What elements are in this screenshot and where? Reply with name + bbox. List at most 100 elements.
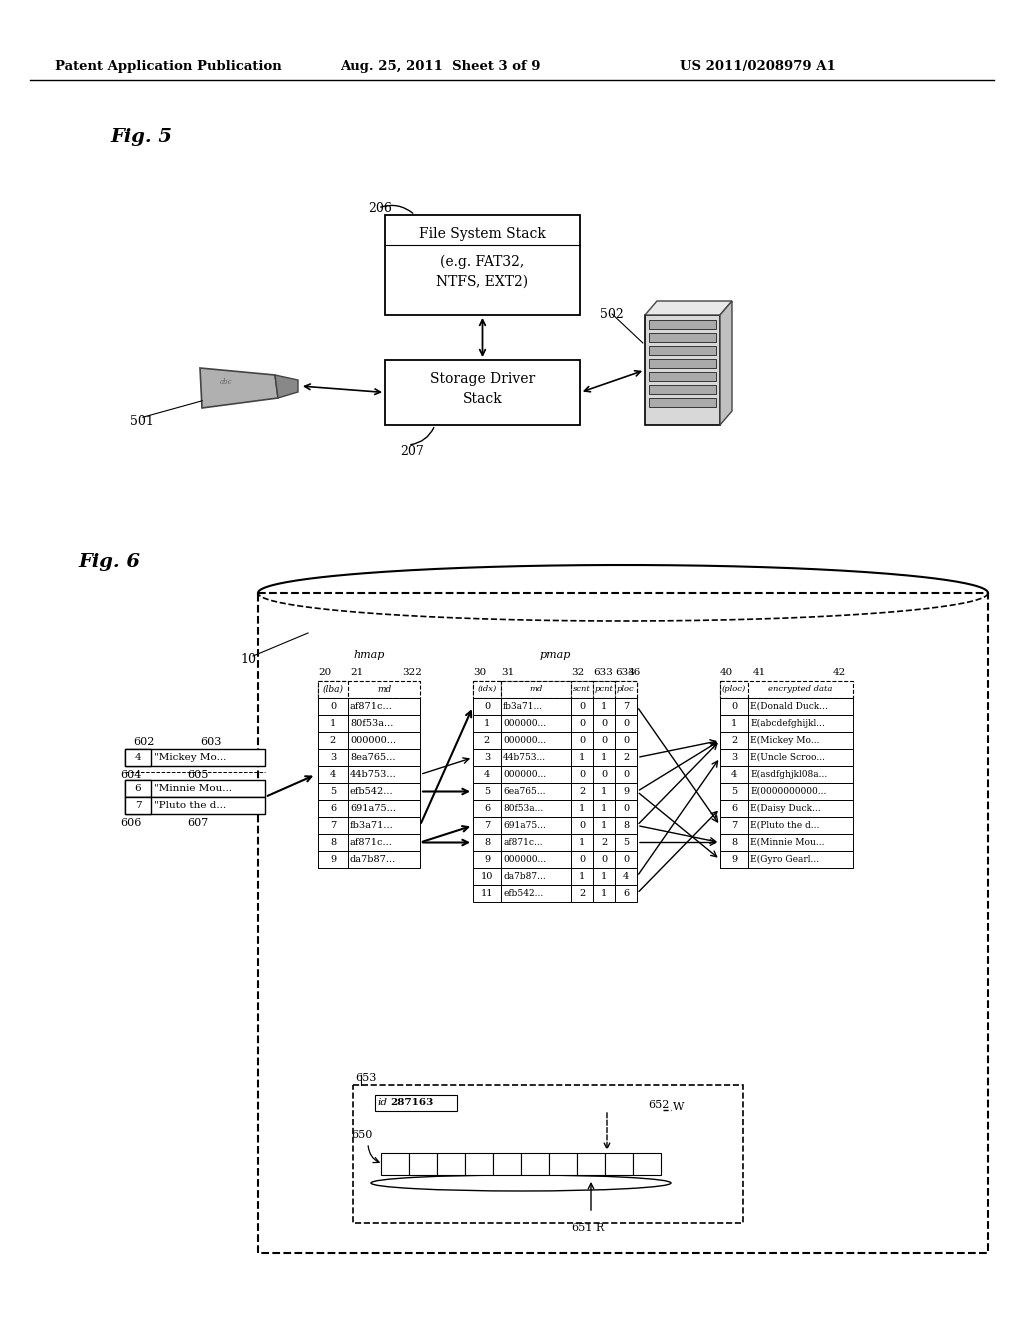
- Text: 8: 8: [330, 838, 336, 847]
- Bar: [318, 715, 348, 733]
- Text: 000000...: 000000...: [503, 737, 546, 744]
- Text: File System Stack: File System Stack: [419, 227, 546, 242]
- Text: 2: 2: [601, 838, 607, 847]
- Text: 1: 1: [330, 719, 336, 729]
- Text: 207: 207: [400, 445, 424, 458]
- Text: 502: 502: [600, 308, 624, 321]
- Bar: [720, 834, 748, 851]
- Bar: [318, 748, 420, 766]
- Text: 1: 1: [601, 821, 607, 830]
- Text: 5: 5: [731, 787, 737, 796]
- Bar: [549, 1152, 577, 1175]
- Bar: [473, 698, 501, 715]
- Bar: [318, 681, 420, 698]
- Bar: [593, 869, 615, 884]
- Text: 0: 0: [623, 855, 629, 865]
- Text: 36: 36: [627, 668, 640, 677]
- Text: 1: 1: [601, 873, 607, 880]
- Text: 9: 9: [731, 855, 737, 865]
- Bar: [615, 681, 637, 698]
- Bar: [318, 715, 420, 733]
- Bar: [465, 1152, 493, 1175]
- Text: 5: 5: [484, 787, 490, 796]
- Bar: [318, 698, 420, 715]
- Text: 2: 2: [484, 737, 490, 744]
- Bar: [649, 346, 716, 355]
- Bar: [571, 681, 593, 698]
- Text: 40: 40: [720, 668, 733, 677]
- Bar: [473, 681, 637, 698]
- Bar: [501, 851, 571, 869]
- Bar: [571, 783, 593, 800]
- Text: 287163: 287163: [390, 1098, 433, 1107]
- Text: 4: 4: [135, 752, 141, 762]
- Text: 41: 41: [753, 668, 766, 677]
- Bar: [473, 715, 501, 733]
- Bar: [318, 800, 420, 817]
- Bar: [125, 780, 151, 797]
- Text: 1: 1: [579, 838, 585, 847]
- Text: E(abcdefghijkl...: E(abcdefghijkl...: [750, 719, 825, 729]
- Bar: [318, 748, 348, 766]
- Bar: [593, 800, 615, 817]
- Bar: [385, 360, 580, 425]
- Text: 2: 2: [475, 1158, 482, 1167]
- Bar: [501, 681, 571, 698]
- Text: af871c...: af871c...: [503, 838, 543, 847]
- Text: 2: 2: [579, 787, 585, 796]
- Text: 0: 0: [601, 770, 607, 779]
- Bar: [125, 748, 151, 766]
- Bar: [720, 715, 748, 733]
- Bar: [501, 766, 571, 783]
- Text: da7b87...: da7b87...: [503, 873, 546, 880]
- Text: 0: 0: [601, 855, 607, 865]
- Bar: [318, 834, 420, 851]
- Text: af871c...: af871c...: [350, 702, 393, 711]
- Text: (idx): (idx): [477, 685, 497, 693]
- Bar: [649, 399, 716, 407]
- Bar: [720, 817, 748, 834]
- Text: 3: 3: [330, 752, 336, 762]
- Text: 3: 3: [731, 752, 737, 762]
- Text: md: md: [377, 685, 391, 694]
- Bar: [318, 834, 348, 851]
- Text: 1: 1: [484, 719, 490, 729]
- Bar: [318, 766, 420, 783]
- Bar: [593, 733, 615, 748]
- Text: 8: 8: [504, 1158, 511, 1167]
- Text: 604: 604: [120, 770, 141, 780]
- Bar: [473, 817, 501, 834]
- Text: E(Uncle Scroo...: E(Uncle Scroo...: [750, 752, 825, 762]
- Text: 42: 42: [833, 668, 846, 677]
- Bar: [615, 733, 637, 748]
- Text: E(Pluto the d...: E(Pluto the d...: [750, 821, 819, 830]
- Text: 1: 1: [731, 719, 737, 729]
- Bar: [615, 851, 637, 869]
- Text: 44b753...: 44b753...: [503, 752, 546, 762]
- Bar: [473, 681, 501, 698]
- Text: 9: 9: [623, 787, 629, 796]
- Bar: [571, 698, 593, 715]
- Bar: [615, 817, 637, 834]
- Text: 1: 1: [579, 752, 585, 762]
- Text: NTFS, EXT2): NTFS, EXT2): [436, 275, 528, 289]
- Bar: [720, 748, 853, 766]
- Bar: [720, 733, 748, 748]
- Text: 4: 4: [330, 770, 336, 779]
- Text: 322: 322: [402, 668, 422, 677]
- Text: 32: 32: [571, 668, 585, 677]
- Text: af871c...: af871c...: [350, 838, 393, 847]
- Bar: [649, 319, 716, 329]
- Bar: [720, 698, 853, 715]
- Text: scnt: scnt: [573, 685, 591, 693]
- Text: Stack: Stack: [463, 392, 503, 407]
- Text: 7: 7: [484, 821, 490, 830]
- Bar: [720, 681, 853, 698]
- Bar: [381, 1152, 409, 1175]
- Polygon shape: [720, 301, 732, 425]
- Bar: [318, 733, 420, 748]
- Bar: [318, 800, 348, 817]
- Text: 31: 31: [501, 668, 514, 677]
- Text: 691a75...: 691a75...: [350, 804, 396, 813]
- Text: 0: 0: [579, 702, 585, 711]
